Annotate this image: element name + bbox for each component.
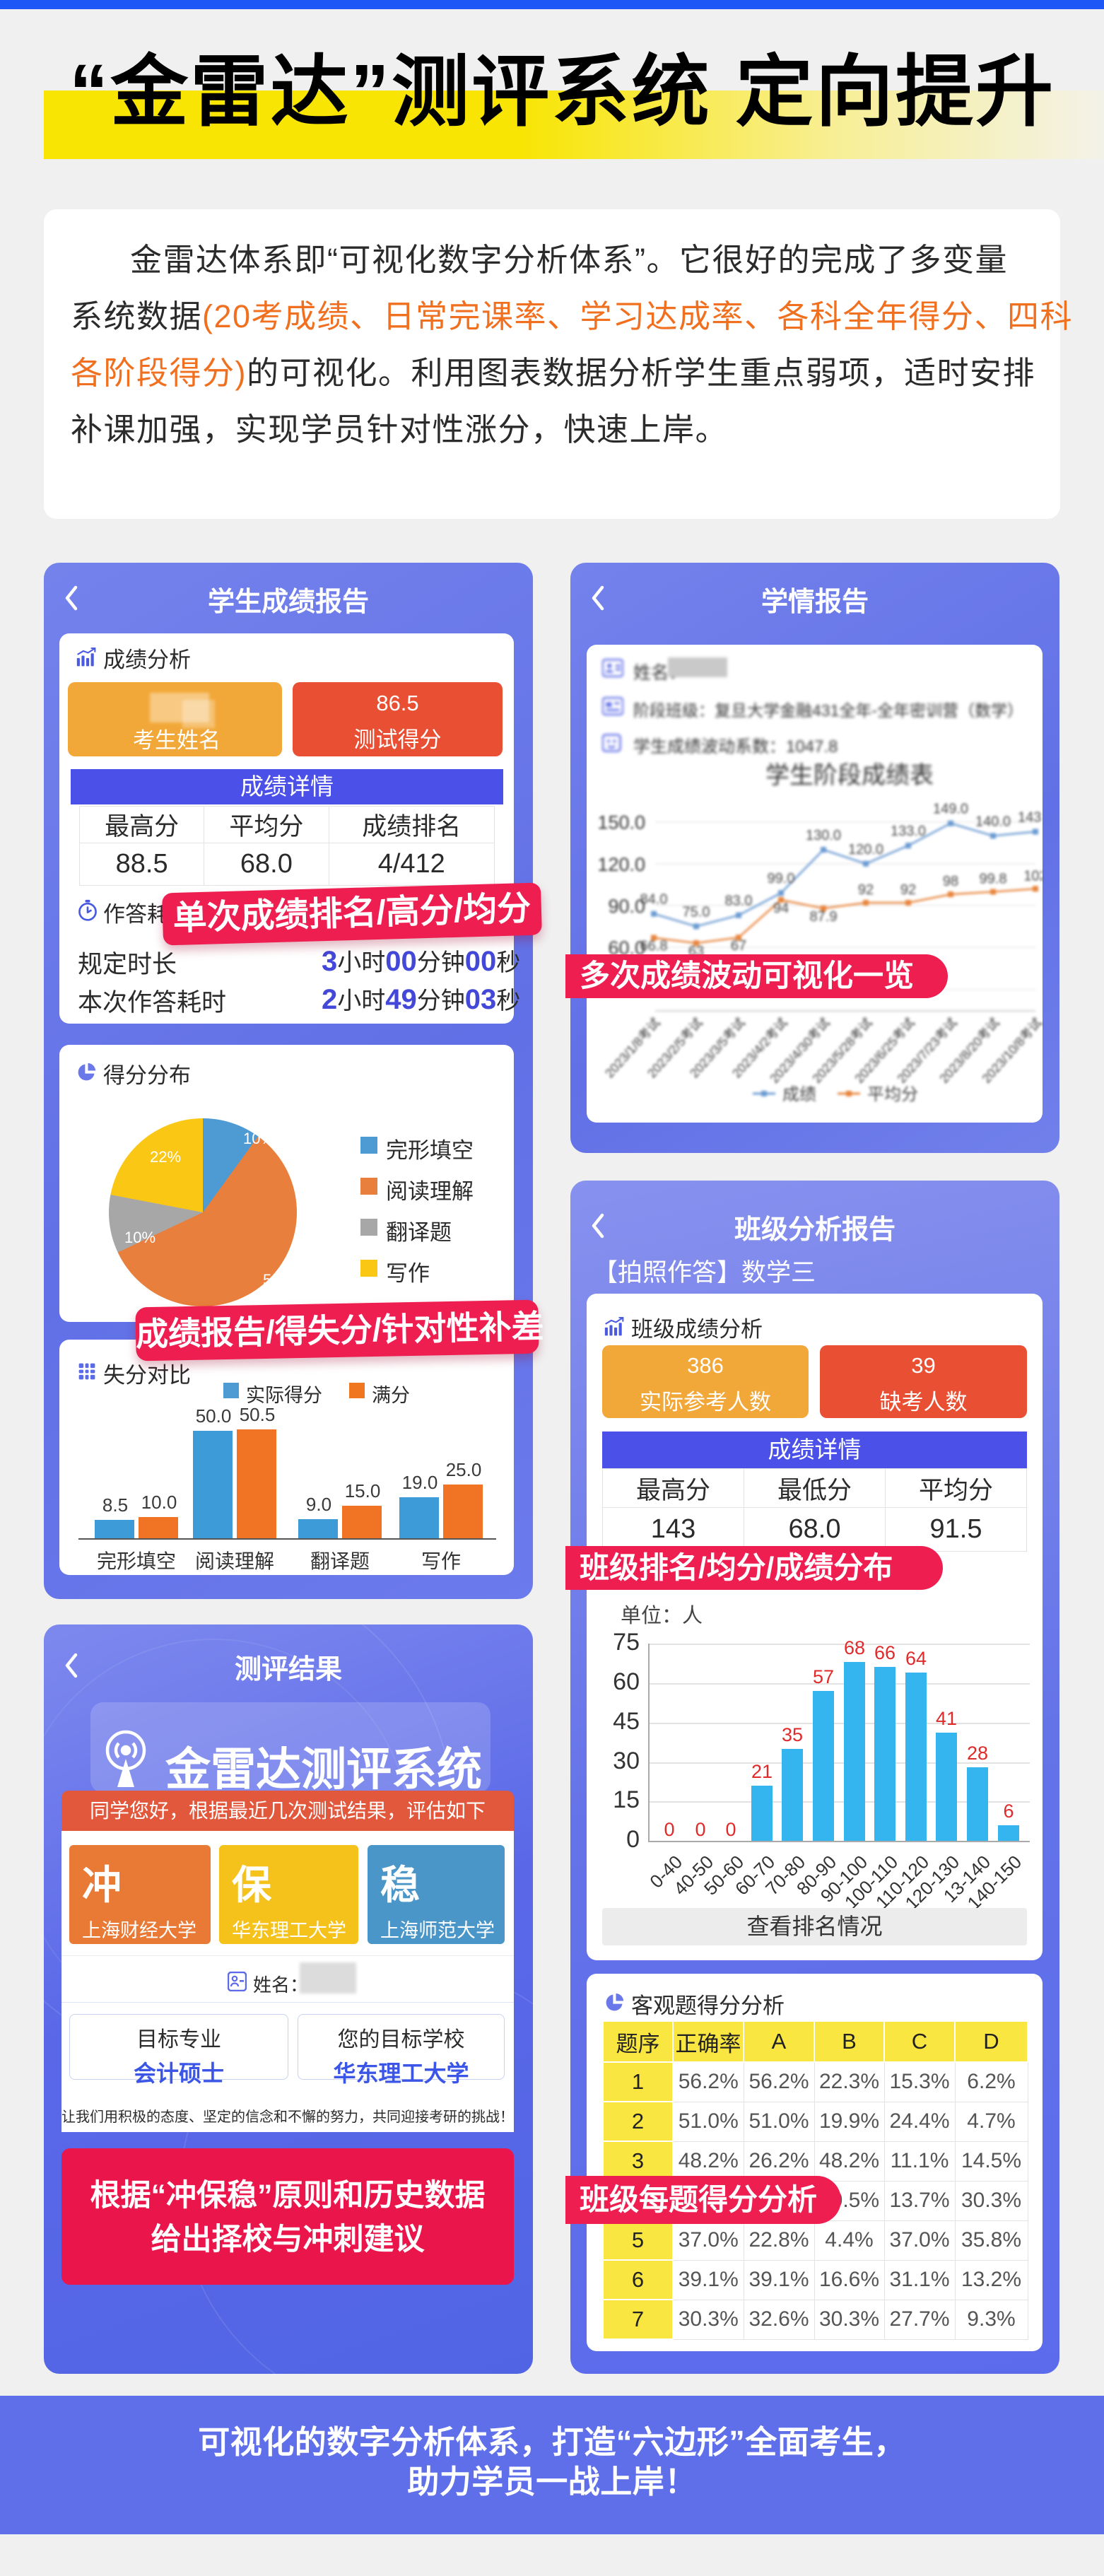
svg-text:143.0: 143.0: [1018, 810, 1043, 826]
svg-text:94: 94: [773, 901, 789, 916]
svg-text:140.0: 140.0: [975, 814, 1011, 829]
svg-text:99.8: 99.8: [980, 872, 1007, 887]
svg-text:130.0: 130.0: [806, 828, 841, 843]
svg-text:66.8: 66.8: [640, 939, 668, 954]
svg-text:67: 67: [731, 938, 746, 954]
svg-text:98: 98: [943, 874, 958, 889]
svg-text:92: 92: [900, 882, 916, 898]
svg-text:83.0: 83.0: [725, 894, 753, 909]
svg-text:87.9: 87.9: [810, 909, 838, 925]
svg-text:133.0: 133.0: [891, 824, 926, 839]
svg-text:120.0: 120.0: [848, 842, 883, 857]
svg-text:成绩: 成绩: [782, 1085, 816, 1104]
svg-text:149.0: 149.0: [933, 802, 968, 817]
svg-text:99.0: 99.0: [768, 871, 795, 886]
svg-text:92: 92: [858, 882, 874, 898]
svg-text:102: 102: [1023, 868, 1043, 884]
svg-text:150.0: 150.0: [597, 812, 645, 833]
svg-text:120.0: 120.0: [597, 854, 645, 875]
svg-text:84.0: 84.0: [640, 892, 668, 908]
svg-text:90.0: 90.0: [608, 896, 645, 917]
svg-text:平均分: 平均分: [867, 1085, 918, 1104]
svg-text:75.0: 75.0: [683, 904, 710, 920]
